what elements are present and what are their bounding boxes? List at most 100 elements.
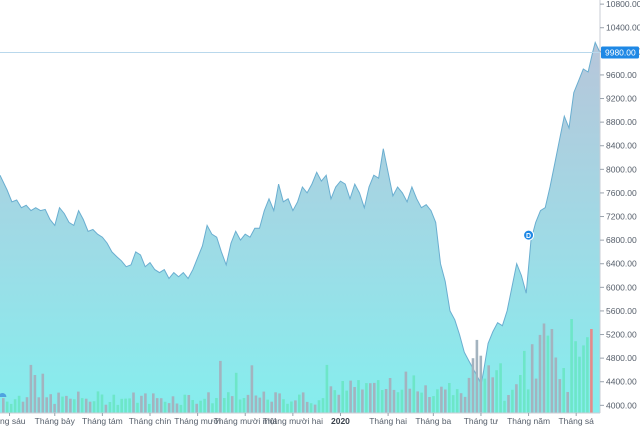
volume-bar [538, 334, 542, 413]
y-tick-label: 9200.00 [606, 94, 637, 104]
volume-bar [546, 335, 550, 413]
volume-bar [9, 403, 13, 413]
volume-bar [199, 400, 202, 413]
volume-bar [420, 392, 423, 413]
volume-bar [88, 401, 92, 413]
y-tick-label: 9600.00 [606, 70, 637, 80]
y-tick-label: 7600.00 [606, 188, 637, 198]
volume-bar [475, 339, 479, 413]
volume-bar [266, 399, 269, 413]
volume-bar [507, 395, 510, 413]
volume-bar [408, 388, 412, 413]
volume-bar [159, 398, 163, 413]
volume-bar [582, 345, 585, 413]
volume-bar [175, 403, 179, 413]
volume-bar [254, 395, 258, 413]
volume-bar [77, 391, 80, 413]
volume-bar [13, 399, 17, 413]
volume-bar [211, 403, 214, 413]
volume-bar [353, 387, 356, 413]
volume-bar [400, 389, 404, 413]
y-tick-label: 5600.00 [606, 306, 637, 316]
volume-bar [227, 392, 230, 413]
volume-bar [171, 396, 175, 413]
volume-bar [258, 397, 262, 413]
volume-bar [459, 393, 463, 413]
volume-bar [223, 398, 226, 413]
y-tick-label: 8800.00 [606, 117, 637, 127]
y-tick-label: 7200.00 [606, 212, 637, 222]
volume-bar [432, 396, 435, 413]
volume-bar [278, 393, 281, 413]
x-tick-label: Tháng tám [82, 416, 123, 426]
volume-bar [104, 404, 108, 413]
x-tick-label: Tháng mười hai [263, 416, 324, 426]
volume-bar [519, 375, 522, 413]
dividend-marker-label: D [526, 233, 531, 240]
x-tick-label: Tháng mười [174, 416, 221, 426]
volume-bar [373, 382, 376, 413]
volume-bar [471, 358, 475, 413]
volume-bar [542, 323, 546, 413]
x-tick-label: Tháng hai [369, 416, 407, 426]
volume-bar [562, 368, 565, 413]
volume-bar [440, 386, 443, 413]
y-tick-label: 6400.00 [606, 259, 637, 269]
volume-bar [219, 360, 222, 413]
volume-bar [396, 392, 400, 413]
volume-bar [179, 404, 183, 413]
volume-bar [207, 392, 210, 413]
volume-bar [301, 392, 305, 413]
volume-bar [203, 398, 206, 413]
volume-bar [298, 394, 301, 413]
volume-bar [317, 400, 321, 413]
y-tick-label: 10400.00 [606, 23, 640, 33]
price-area [0, 42, 600, 413]
volume-bar [416, 391, 419, 413]
volume-bar [404, 371, 408, 413]
volume-bar [428, 397, 431, 413]
volume-bar [578, 356, 581, 413]
volume-bar [238, 399, 242, 413]
volume-bar [345, 390, 348, 413]
volume-bar [321, 398, 325, 413]
volume-bar [230, 396, 234, 413]
current-price-tag: 9980.00 [601, 46, 639, 59]
volume-bar [250, 365, 254, 413]
volume-bar [570, 319, 573, 413]
volume-bar [92, 401, 96, 413]
volume-bar [120, 398, 123, 413]
volume-bar [183, 394, 187, 413]
volume-bar [41, 373, 45, 413]
volume-bar [234, 372, 238, 413]
volume-bar [376, 380, 380, 413]
volume-bar [155, 398, 159, 413]
volume-bar [550, 329, 554, 413]
volume-bar [495, 370, 498, 413]
x-tick-label: Tháng bảy [35, 416, 76, 426]
volume-bar [242, 398, 246, 413]
volume-bar [586, 337, 589, 413]
volume-bar [380, 390, 384, 413]
y-tick-label: 4000.00 [606, 400, 637, 410]
volume-bar [96, 391, 100, 413]
volume-bar [467, 377, 471, 413]
volume-bar [57, 392, 60, 413]
volume-bar [388, 378, 392, 413]
volume-bar [69, 398, 72, 413]
event-marker [0, 393, 7, 397]
volume-bar [136, 402, 139, 413]
volume-bar [487, 365, 490, 413]
y-tick-label: 6800.00 [606, 235, 637, 245]
volume-bar [554, 357, 558, 413]
volume-bar [526, 389, 530, 413]
volume-bar [534, 378, 538, 413]
volume-bar [479, 355, 483, 413]
volume-bar [286, 403, 289, 413]
volume-bar [167, 403, 171, 413]
volume-bar [451, 395, 455, 413]
volume-bar [455, 389, 459, 413]
y-axis: 4000.00 4400.00 4800.00 5200.00 5600.00 6000.… [599, 0, 640, 413]
volume-bar [503, 400, 506, 413]
